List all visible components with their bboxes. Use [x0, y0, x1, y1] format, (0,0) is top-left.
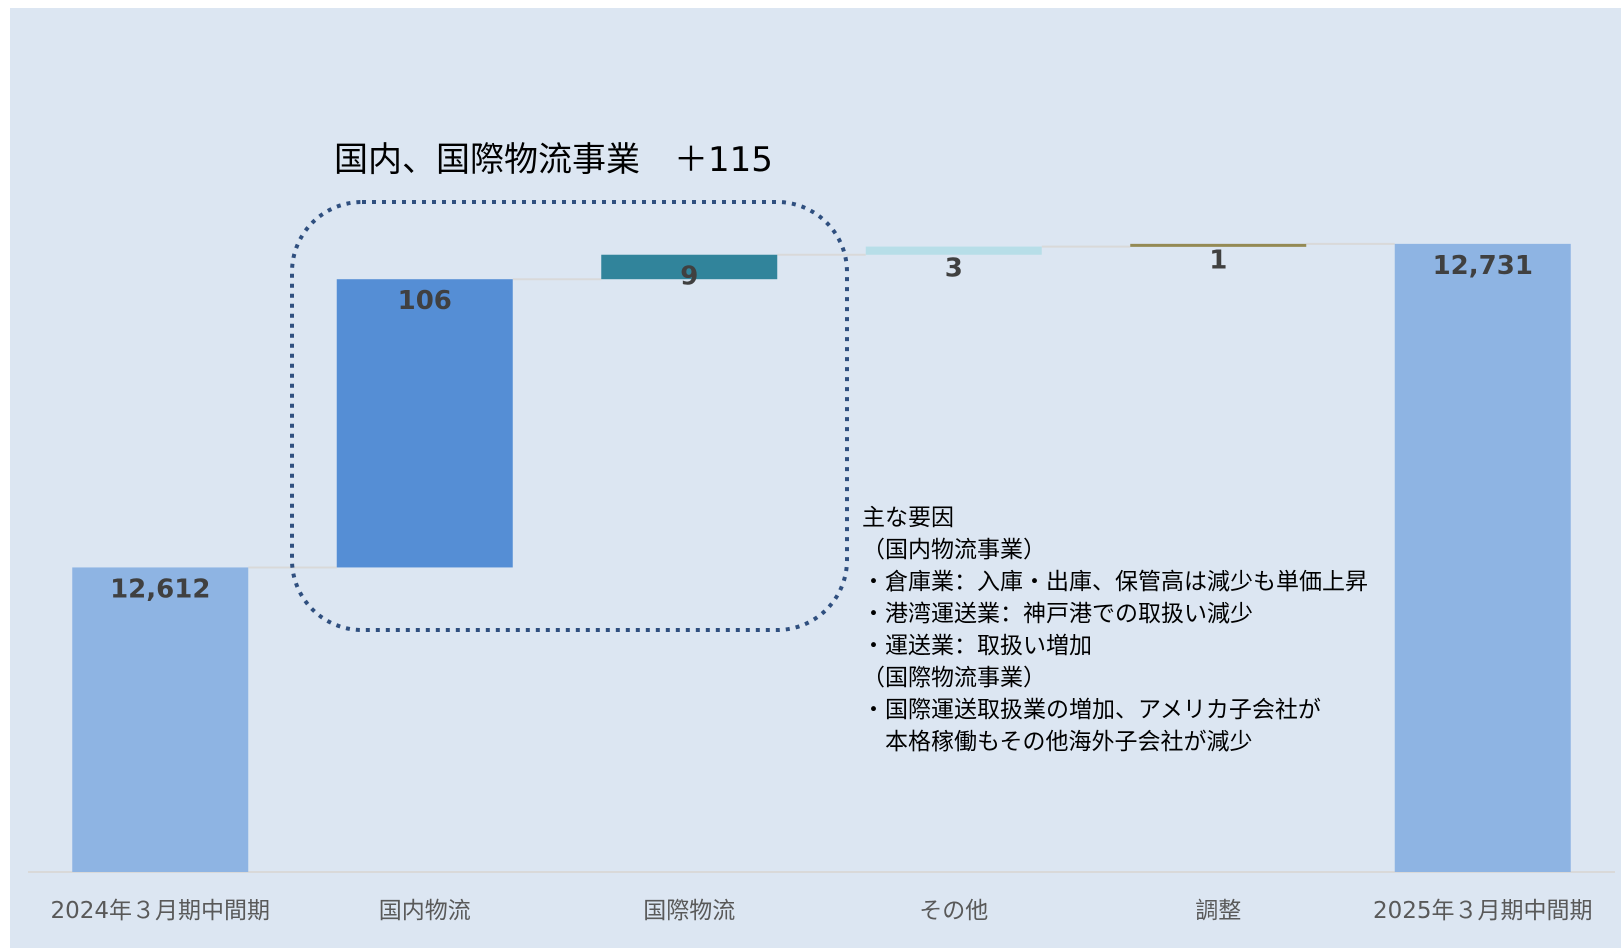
notes-line: ・港湾運送業：神戸港での取扱い減少: [862, 601, 1253, 627]
x-tick-label-4: 調整: [1195, 898, 1241, 924]
main-factors-notes: 主な要因 （国内物流事業） ・倉庫業：入庫・出庫、保管高は減少も単価上昇 ・港湾…: [862, 502, 1368, 758]
notes-line: 主な要因: [862, 505, 954, 531]
chart-background: [10, 8, 1621, 948]
bar-2: [601, 254, 778, 280]
bar-3: [865, 246, 1042, 255]
notes-line: ・倉庫業：入庫・出庫、保管高は減少も単価上昇: [862, 569, 1368, 595]
data-label-1: 106: [398, 286, 452, 316]
notes-line: ・運送業：取扱い増加: [862, 633, 1092, 659]
x-tick-label-0: 2024年３月期中間期: [50, 898, 270, 924]
notes-line: 本格稼働もその他海外子会社が減少: [862, 729, 1253, 755]
data-label-3: 3: [945, 254, 963, 284]
bar-1: [336, 279, 513, 568]
callout-title: 国内、国際物流事業 ＋115: [334, 140, 773, 180]
notes-line: （国際物流事業）: [862, 665, 1046, 691]
data-label-0: 12,612: [110, 574, 210, 604]
x-tick-label-1: 国内物流: [379, 898, 471, 924]
x-tick-label-3: その他: [919, 898, 988, 924]
notes-line: （国内物流事業）: [862, 537, 1046, 563]
notes-line: ・国際運送取扱業の増加、アメリカ子会社が: [862, 697, 1321, 723]
data-label-2: 9: [680, 262, 698, 292]
bar-0: [72, 567, 249, 872]
data-label-4: 1: [1209, 246, 1227, 276]
x-tick-label-2: 国際物流: [643, 898, 735, 924]
bar-4: [1130, 243, 1307, 247]
bar-5: [1394, 243, 1571, 873]
domestic-international-highlight-box: [290, 200, 849, 632]
data-label-5: 12,731: [1433, 251, 1533, 281]
x-tick-label-5: 2025年３月期中間期: [1373, 898, 1593, 924]
